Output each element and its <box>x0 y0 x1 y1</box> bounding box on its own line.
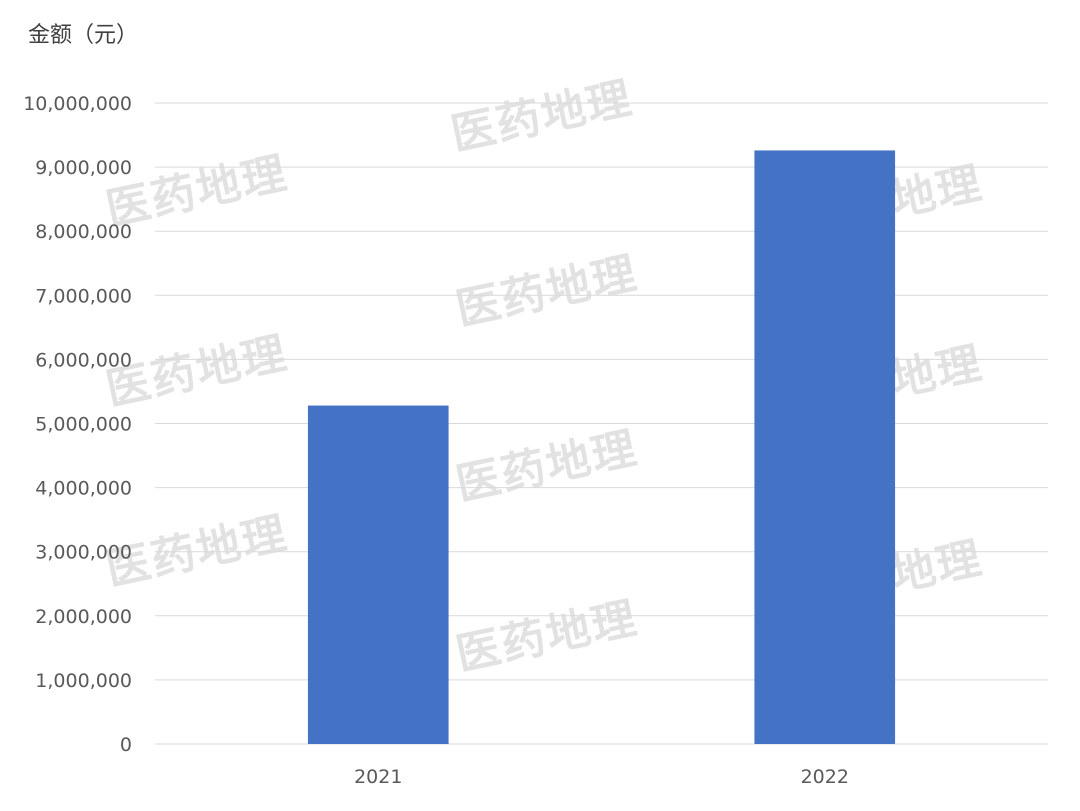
y-tick-label: 5,000,000 <box>35 414 132 436</box>
y-tick-label: 1,000,000 <box>35 670 132 692</box>
watermark-text: 医药地理 <box>452 593 643 681</box>
bar-2021 <box>307 405 449 744</box>
y-tick-label: 6,000,000 <box>35 349 132 371</box>
x-tick-labels: 2021 2022 <box>354 766 849 788</box>
y-tick-label: 8,000,000 <box>35 221 132 243</box>
gridlines <box>155 102 1048 745</box>
y-axis-label: 金额（元） <box>28 23 138 48</box>
y-tick-label: 7,000,000 <box>35 285 132 307</box>
bar-2022 <box>754 150 896 744</box>
watermark-text: 医药地理 <box>447 73 638 161</box>
y-tick-label: 9,000,000 <box>35 157 132 179</box>
y-tick-label: 3,000,000 <box>35 542 132 564</box>
x-tick-label: 2022 <box>801 766 849 788</box>
y-tick-label: 4,000,000 <box>35 478 132 500</box>
watermark-text: 医药地理 <box>452 423 643 511</box>
bars <box>307 150 896 744</box>
y-tick-label: 10,000,000 <box>23 93 132 115</box>
watermark-text: 医药地理 <box>102 328 293 416</box>
watermark-text: 医药地理 <box>452 248 643 336</box>
y-tick-label: 0 <box>120 734 132 756</box>
y-tick-label: 2,000,000 <box>35 606 132 628</box>
y-tick-labels: 0 1,000,000 2,000,000 3,000,000 4,000,000 5,0… <box>23 93 132 756</box>
x-tick-label: 2021 <box>354 766 402 788</box>
